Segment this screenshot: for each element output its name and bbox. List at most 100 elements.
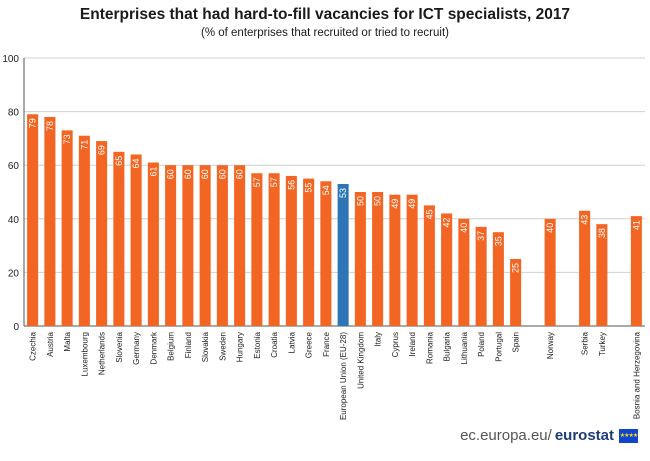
data-label: 61 [148, 167, 158, 177]
bar [389, 194, 401, 326]
data-label: 71 [79, 140, 89, 150]
bar [441, 213, 453, 326]
x-tick-label: Bulgaria [443, 331, 452, 361]
bar [199, 165, 211, 326]
bar [113, 151, 125, 326]
x-tick-label: Finland [184, 332, 193, 358]
bar [27, 114, 39, 326]
bar [320, 181, 332, 326]
bar [544, 218, 556, 326]
data-label: 60 [200, 169, 210, 179]
x-tick-label: Poland [477, 332, 486, 357]
x-tick-label: Luxembourg [80, 332, 89, 376]
data-label: 50 [355, 196, 365, 206]
bar [285, 175, 297, 326]
x-tick-label: Austria [46, 331, 55, 356]
x-tick-label: Belgium [167, 332, 176, 361]
data-label: 42 [442, 217, 452, 227]
data-label: 60 [217, 169, 227, 179]
y-tick-label: 60 [8, 161, 20, 172]
x-tick-label: Sweden [218, 332, 227, 361]
bar [406, 194, 418, 326]
y-tick-label: 0 [13, 322, 19, 333]
data-label: 40 [459, 223, 469, 233]
data-label: 40 [545, 223, 555, 233]
x-tick-label: Turkey [598, 332, 607, 356]
x-tick-label: France [322, 331, 331, 356]
bar [44, 116, 56, 327]
data-label: 38 [597, 228, 607, 238]
bar [234, 165, 246, 326]
bar [372, 192, 384, 326]
data-label: 57 [269, 177, 279, 187]
bar [630, 216, 642, 326]
data-label: 64 [131, 158, 141, 168]
data-label: 37 [476, 231, 486, 241]
data-label: 55 [304, 183, 314, 193]
x-tick-label: Lithuania [460, 331, 469, 364]
x-tick-label: Malta [63, 331, 72, 351]
y-tick-label: 20 [8, 268, 20, 279]
data-label: 54 [321, 185, 331, 195]
bar [337, 183, 349, 326]
x-tick-label: Czechia [29, 331, 38, 360]
eu-flag-icon: ★★★★ [619, 428, 638, 443]
data-label: 53 [338, 188, 348, 198]
bar [510, 259, 522, 326]
bar [423, 205, 435, 326]
data-label: 49 [390, 199, 400, 209]
bar [579, 210, 591, 326]
bar [165, 165, 177, 326]
data-label: 78 [45, 121, 55, 131]
data-label: 45 [424, 209, 434, 219]
bar [61, 130, 73, 326]
bar [251, 173, 263, 326]
x-tick-label: Croatia [270, 331, 279, 357]
footer: ec.europa.eu/eurostat ★★★★ [460, 427, 638, 444]
bar [596, 224, 608, 326]
x-tick-label: Greece [305, 331, 314, 358]
bar [182, 165, 194, 326]
data-label: 65 [114, 156, 124, 166]
chart-subtitle: (% of enterprises that recruited or trie… [201, 27, 449, 39]
x-tick-label: Romania [425, 331, 434, 364]
footer-brand: eurostat [554, 427, 614, 444]
bar [147, 162, 159, 326]
bar [475, 226, 487, 326]
footer-site: ec.europa.eu/ [460, 427, 552, 444]
data-label: 41 [631, 220, 641, 230]
data-label: 57 [252, 177, 262, 187]
x-tick-label: Portugal [494, 332, 503, 362]
x-tick-label: Germany [132, 332, 141, 365]
data-label: 35 [493, 236, 503, 246]
x-tick-label: Spain [512, 332, 521, 352]
data-label: 25 [511, 263, 521, 273]
bar [492, 232, 504, 326]
data-label: 73 [62, 134, 72, 144]
bar [458, 218, 470, 326]
y-tick-label: 100 [2, 54, 19, 65]
bar [303, 178, 315, 326]
x-tick-label: Cyprus [391, 332, 400, 357]
y-tick-label: 80 [8, 108, 20, 119]
x-tick-label: Italy [374, 332, 383, 347]
data-label: 60 [235, 169, 245, 179]
x-tick-label: Slovakia [201, 331, 210, 362]
data-label: 79 [28, 118, 38, 128]
y-tick-label: 40 [8, 215, 20, 226]
data-label: 43 [580, 215, 590, 225]
bar [78, 135, 90, 326]
bar [216, 165, 228, 326]
data-label: 49 [407, 199, 417, 209]
data-label: 69 [97, 145, 107, 155]
x-tick-label: European Union (EU-28) [339, 332, 348, 420]
data-label: 50 [373, 196, 383, 206]
bar [130, 154, 142, 326]
x-tick-label: Hungary [236, 332, 245, 362]
x-tick-label: Denmark [149, 331, 158, 364]
bar [96, 141, 108, 326]
data-label: 60 [166, 169, 176, 179]
data-label: 56 [286, 180, 296, 190]
x-tick-label: Latvia [287, 331, 296, 353]
